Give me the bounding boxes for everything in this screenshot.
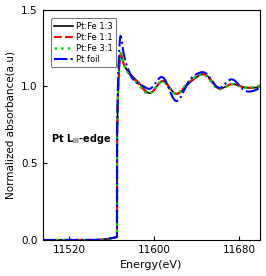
Pt foil bbox=[119, 34, 122, 38]
Pt:Fe 1:3 bbox=[124, 67, 128, 71]
Pt:Fe 1:1 bbox=[41, 238, 44, 242]
Pt foil bbox=[259, 85, 262, 89]
Pt:Fe 3:1 bbox=[79, 238, 82, 242]
Pt:Fe 1:3 bbox=[41, 238, 44, 242]
Pt:Fe 1:3 bbox=[134, 78, 137, 81]
Pt:Fe 3:1 bbox=[259, 83, 262, 87]
Line: Pt:Fe 1:3: Pt:Fe 1:3 bbox=[43, 55, 260, 240]
Pt foil bbox=[124, 62, 128, 65]
Pt:Fe 3:1 bbox=[41, 238, 44, 242]
Line: Pt foil: Pt foil bbox=[43, 36, 260, 240]
Line: Pt:Fe 1:1: Pt:Fe 1:1 bbox=[43, 54, 260, 240]
Pt:Fe 1:3 bbox=[119, 53, 122, 57]
Pt:Fe 3:1 bbox=[255, 85, 258, 89]
Pt:Fe 3:1 bbox=[66, 238, 69, 242]
Pt:Fe 1:1 bbox=[231, 83, 234, 86]
Pt foil bbox=[79, 238, 82, 242]
Pt:Fe 3:1 bbox=[119, 51, 122, 55]
Pt:Fe 3:1 bbox=[231, 83, 234, 86]
Pt:Fe 3:1 bbox=[134, 80, 137, 83]
Pt:Fe 1:1 bbox=[134, 79, 137, 82]
Pt:Fe 1:3 bbox=[259, 84, 262, 88]
Text: Pt L$_{\rm III}$-edge: Pt L$_{\rm III}$-edge bbox=[51, 132, 112, 146]
Pt foil bbox=[41, 238, 44, 242]
Y-axis label: Normalized absorbance(a.u): Normalized absorbance(a.u) bbox=[6, 51, 15, 199]
Pt foil bbox=[66, 238, 69, 242]
Pt foil bbox=[231, 78, 234, 81]
Pt:Fe 1:3 bbox=[79, 238, 82, 242]
Legend: Pt:Fe 1:3, Pt:Fe 1:1, Pt:Fe 3:1, Pt foil: Pt:Fe 1:3, Pt:Fe 1:1, Pt:Fe 3:1, Pt foil bbox=[51, 18, 116, 67]
Pt:Fe 3:1 bbox=[124, 68, 128, 71]
Pt:Fe 1:1 bbox=[79, 238, 82, 242]
Pt:Fe 1:3 bbox=[66, 238, 69, 242]
Pt:Fe 1:3 bbox=[231, 83, 234, 86]
Pt:Fe 1:1 bbox=[66, 238, 69, 242]
Pt foil bbox=[134, 80, 137, 84]
Pt:Fe 1:1 bbox=[124, 68, 128, 71]
X-axis label: Energy(eV): Energy(eV) bbox=[120, 261, 183, 270]
Pt:Fe 1:1 bbox=[259, 84, 262, 87]
Pt:Fe 1:3 bbox=[255, 86, 258, 89]
Pt foil bbox=[255, 88, 258, 91]
Pt:Fe 1:1 bbox=[119, 52, 122, 56]
Line: Pt:Fe 3:1: Pt:Fe 3:1 bbox=[43, 53, 260, 240]
Pt:Fe 1:1 bbox=[255, 86, 258, 89]
